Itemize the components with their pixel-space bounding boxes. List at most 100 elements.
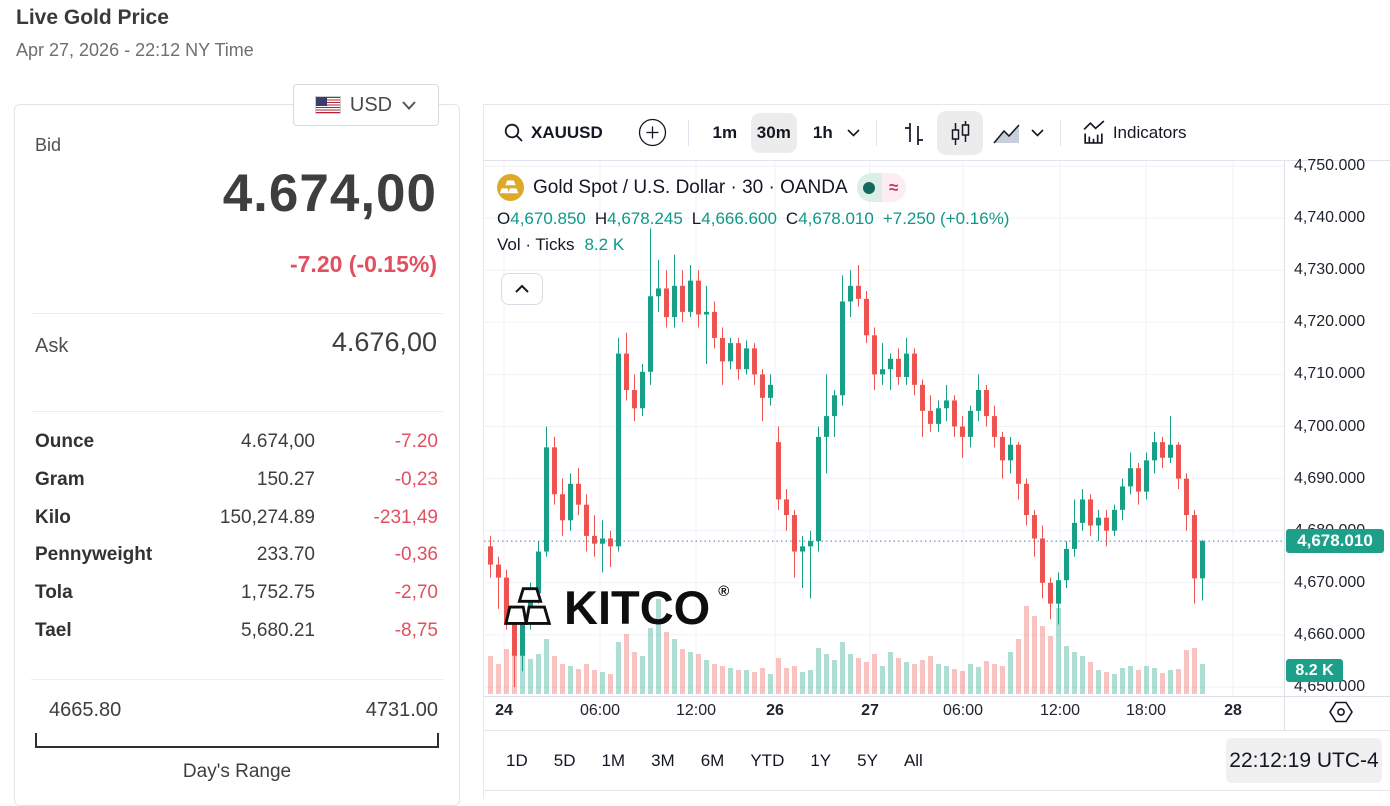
unit-label: Gram [35, 468, 85, 490]
unit-label: Tael [35, 620, 72, 641]
low-value: 4,666.600 [701, 209, 777, 228]
settings-hexagon-icon[interactable] [1328, 701, 1354, 723]
market-status-dot-icon [856, 173, 882, 202]
interval-menu-button[interactable] [845, 125, 862, 141]
chevron-down-icon [402, 100, 416, 110]
chart-footer: 1D 5D 1M 3M 6M YTD 1Y 5Y All 22:12:19 UTC-4 [484, 730, 1390, 791]
day-range-low: 4665.80 [49, 699, 122, 721]
volume-value: 8.2 K [584, 235, 625, 254]
unit-row-gram: Gram 150.27 -0,23 [35, 461, 438, 499]
indicators-button[interactable]: Indicators [1075, 116, 1193, 149]
close-value: 4,678.010 [798, 209, 874, 228]
price-tick-label: 4,650.000 [1294, 678, 1366, 695]
chart-type-menu-button[interactable] [1029, 125, 1046, 141]
divider [31, 313, 443, 314]
range-1m[interactable]: 1M [591, 743, 635, 779]
ask-price: 4.676,00 [331, 327, 437, 357]
unit-value: 5,680.21 [241, 620, 315, 641]
price-tick-label: 4,690.000 [1294, 469, 1366, 487]
interval-1h[interactable]: 1h [801, 113, 845, 153]
candles-svg[interactable] [484, 161, 1390, 730]
price-tick-label: 4,710.000 [1294, 365, 1366, 383]
ask-label: Ask [35, 335, 69, 357]
chevron-down-icon [1031, 128, 1044, 137]
unit-row-pennyweight: Pennyweight 233.70 -0,36 [35, 536, 438, 574]
unit-label: Pennyweight [35, 544, 153, 566]
kitco-logo-text: KITCO [564, 581, 711, 634]
search-icon [504, 123, 523, 142]
candlestick-type-button[interactable] [936, 110, 983, 155]
kitco-bars-icon [504, 587, 552, 625]
currency-selector[interactable]: USD [293, 84, 439, 126]
toolbar-separator [875, 119, 877, 146]
price-tick-label: 4,700.000 [1294, 417, 1366, 435]
day-range-label: Day's Range [182, 761, 292, 782]
quote-card: Bid 4.674,00 -7.20 (-0.15%) Ask 4.676,00… [14, 104, 460, 806]
chart-symbol-title[interactable]: Gold Spot / U.S. Dollar · 30 · OANDA [533, 176, 848, 198]
gold-logo-icon [497, 174, 524, 201]
price-tick-label: 4,670.000 [1294, 573, 1366, 591]
price-tick-label: 4,750.000 [1294, 157, 1366, 174]
clock-badge[interactable]: 22:12:19 UTC-4 [1226, 738, 1382, 783]
unit-row-tael: Tael 5,680.21 -8,75 [35, 612, 438, 650]
time-tick-label: 06:00 [579, 702, 621, 719]
range-1y[interactable]: 1Y [800, 743, 841, 779]
range-5d[interactable]: 5D [544, 743, 586, 779]
toolbar-separator [687, 119, 689, 146]
time-axis[interactable]: 24 06:00 12:00 26 27 06:00 12:00 18:00 28 [484, 696, 1390, 730]
time-tick-label: 18:00 [1125, 702, 1167, 719]
page-title: Live Gold Price [16, 6, 169, 29]
unit-value: 233.70 [256, 544, 315, 566]
range-3m[interactable]: 3M [641, 743, 685, 779]
price-tick-label: 4,720.000 [1294, 313, 1366, 331]
interval-1m[interactable]: 1m [703, 113, 747, 153]
day-range-high: 4731.00 [365, 699, 438, 721]
unit-value: 1,752.75 [241, 582, 315, 604]
range-5y[interactable]: 5Y [847, 743, 888, 779]
unit-value: 150.27 [256, 468, 315, 490]
low-label: L [691, 209, 702, 228]
divider [31, 679, 443, 680]
symbol-label: XAUUSD [531, 122, 603, 142]
chart-plot-region: 4,750.000 4,740.000 4,730.000 4,720.000 4,71… [484, 157, 1390, 730]
time-tick-label: 28 [1224, 702, 1242, 719]
registered-mark: ® [718, 583, 730, 600]
bid-price: 4.674,00 [222, 164, 437, 223]
us-flag-icon [314, 96, 341, 114]
approx-data-icon: ≈ [881, 173, 906, 202]
unit-change: -0,23 [394, 468, 438, 490]
market-status-pill[interactable]: ≈ [856, 173, 906, 202]
ohlc-row: O4,670.850 H4,678.245 L4,666.600 C4,678.010… [497, 209, 1018, 229]
indicators-label: Indicators [1112, 122, 1187, 142]
interval-30m[interactable]: 30m [750, 112, 797, 153]
price-tick-label: 4,660.000 [1294, 625, 1366, 643]
price-axis[interactable]: 4,750.000 4,740.000 4,730.000 4,720.000 4,71… [1284, 157, 1390, 696]
compare-add-button[interactable] [631, 113, 674, 152]
range-ytd[interactable]: YTD [740, 743, 794, 779]
last-price-label: 4,678.010 [1286, 529, 1384, 554]
range-all[interactable]: All [894, 743, 933, 779]
bid-label: Bid [35, 135, 62, 155]
collapse-panel-button[interactable] [501, 273, 543, 305]
range-1d[interactable]: 1D [496, 743, 538, 779]
time-tick-label: 26 [766, 702, 784, 719]
high-label: H [594, 209, 608, 228]
price-tick-label: 4,730.000 [1294, 261, 1366, 279]
chevron-down-icon [847, 128, 860, 137]
chevron-up-icon [515, 284, 529, 293]
time-tick-label: 24 [495, 702, 513, 719]
change-value: +7.250 (+0.16%) [882, 209, 1010, 228]
symbol-search-button[interactable]: XAUUSD [497, 118, 609, 147]
unit-row-ounce: Ounce 4.674,00 -7.20 [35, 423, 438, 461]
bar-chart-type-button[interactable] [891, 111, 937, 155]
unit-change: -231,49 [373, 506, 438, 528]
unit-change: -8,75 [394, 620, 438, 641]
time-tick-label: 12:00 [675, 702, 717, 719]
range-6m[interactable]: 6M [691, 743, 735, 779]
bid-change: -7.20 (-0.15%) [289, 251, 437, 277]
area-chart-type-button[interactable] [983, 111, 1029, 155]
toolbar-separator [1059, 119, 1061, 146]
high-value: 4,678.245 [607, 209, 683, 228]
currency-label: USD [349, 93, 393, 116]
unit-value: 150,274.89 [219, 506, 315, 528]
